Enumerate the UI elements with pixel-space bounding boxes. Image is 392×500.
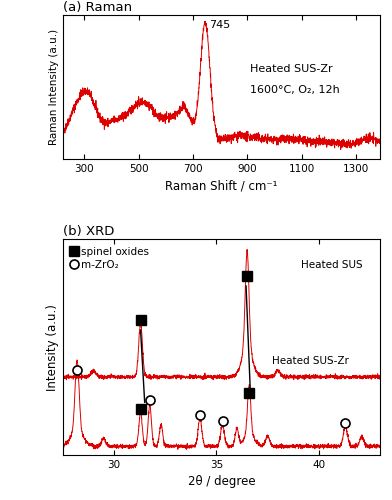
Text: Heated SUS-Zr: Heated SUS-Zr bbox=[272, 356, 349, 366]
Legend: spinel oxides, m-ZrO₂: spinel oxides, m-ZrO₂ bbox=[68, 244, 152, 272]
X-axis label: 2θ / degree: 2θ / degree bbox=[188, 476, 255, 488]
Text: 745: 745 bbox=[209, 20, 230, 30]
Text: (a) Raman: (a) Raman bbox=[63, 1, 132, 14]
X-axis label: Raman Shift / cm⁻¹: Raman Shift / cm⁻¹ bbox=[165, 179, 278, 192]
Y-axis label: Raman Intensity (a.u.): Raman Intensity (a.u.) bbox=[49, 29, 58, 145]
Text: (b) XRD: (b) XRD bbox=[63, 226, 114, 238]
Text: 1600°C, O₂, 12h: 1600°C, O₂, 12h bbox=[250, 84, 340, 94]
Text: Heated SUS-Zr: Heated SUS-Zr bbox=[250, 64, 333, 74]
Text: Heated SUS: Heated SUS bbox=[301, 260, 363, 270]
Y-axis label: Intensity (a.u.): Intensity (a.u.) bbox=[45, 304, 58, 390]
